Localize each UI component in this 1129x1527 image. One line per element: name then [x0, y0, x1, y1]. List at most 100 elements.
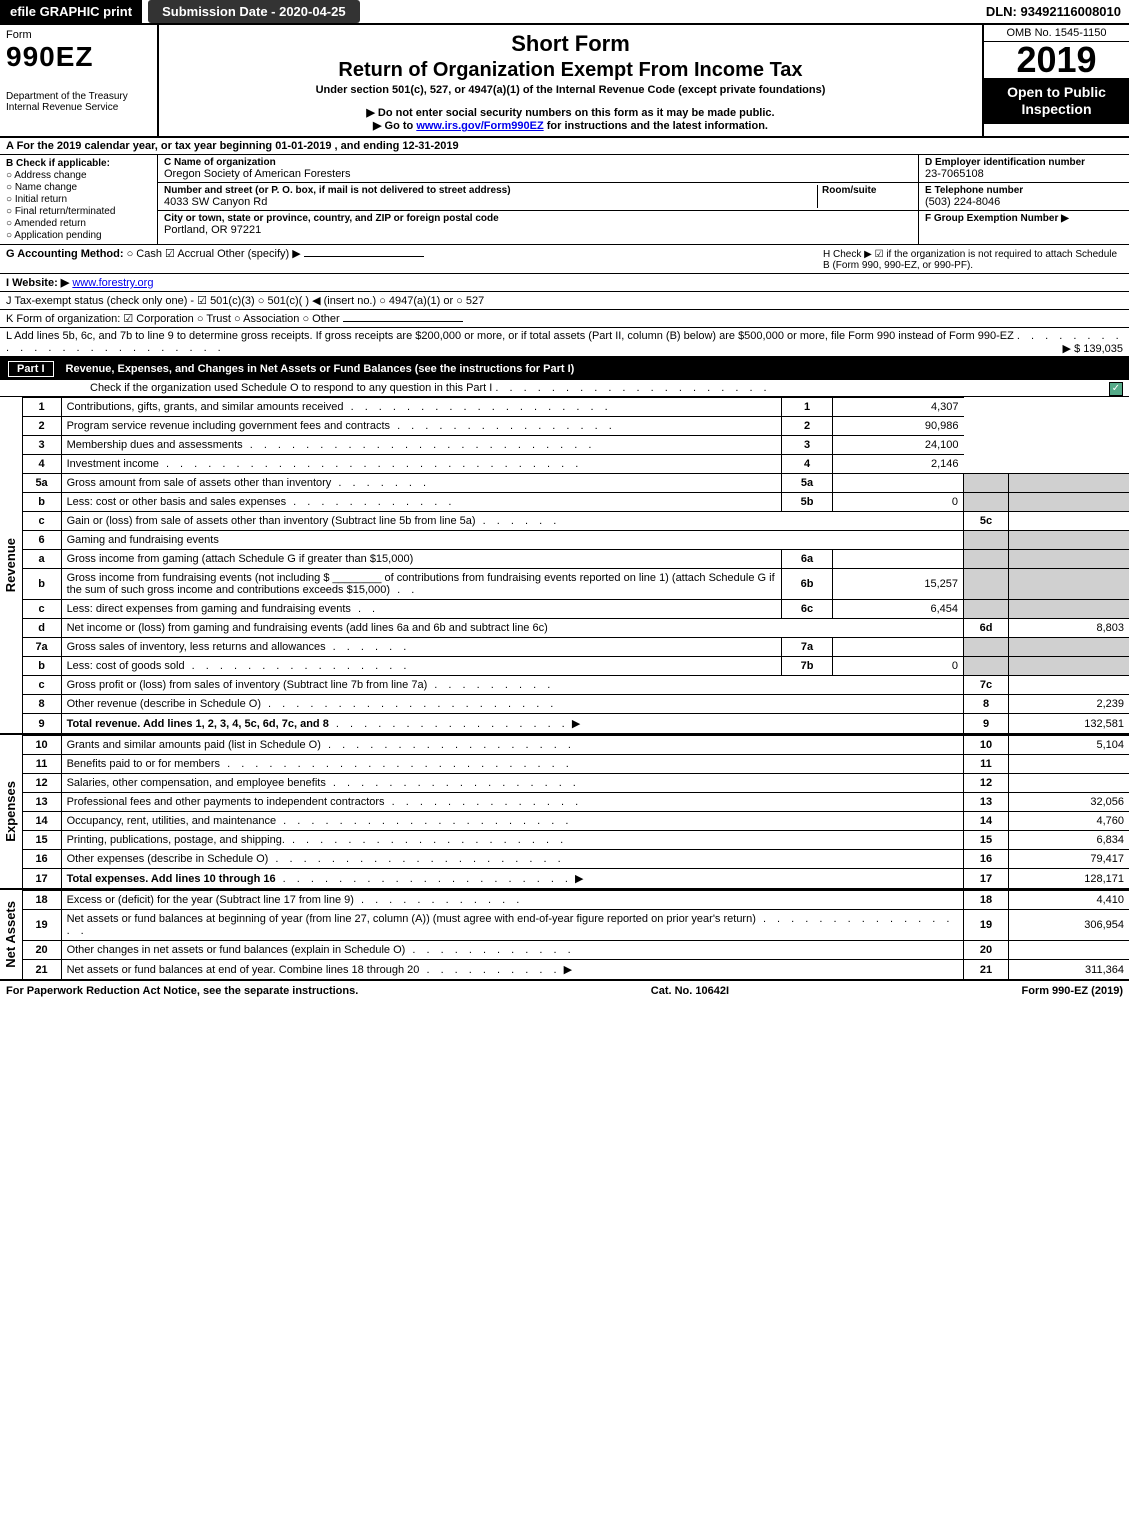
header-middle: Short Form Return of Organization Exempt… — [159, 25, 982, 136]
phone-label: E Telephone number — [925, 185, 1123, 196]
irs-label: Internal Revenue Service — [6, 102, 151, 113]
org-name-value: Oregon Society of American Foresters — [164, 168, 912, 180]
form-label: Form — [6, 29, 151, 41]
table-row: bLess: cost or other basis and sales exp… — [23, 493, 1129, 512]
room-label: Room/suite — [822, 185, 912, 196]
table-row: cGain or (loss) from sale of assets othe… — [23, 512, 1129, 531]
line-l-text: L Add lines 5b, 6c, and 7b to line 9 to … — [6, 330, 1014, 342]
table-row: bLess: cost of goods sold . . . . . . . … — [23, 657, 1129, 676]
table-row: 5aGross amount from sale of assets other… — [23, 474, 1129, 493]
table-row: 7aGross sales of inventory, less returns… — [23, 638, 1129, 657]
part1-title: Revenue, Expenses, and Changes in Net As… — [66, 363, 575, 375]
table-row: 10Grants and similar amounts paid (list … — [23, 736, 1129, 755]
table-row: 12Salaries, other compensation, and empl… — [23, 774, 1129, 793]
website-link[interactable]: www.forestry.org — [72, 277, 153, 289]
efile-print-label[interactable]: efile GRAPHIC print — [0, 0, 142, 23]
checkbox-name-change[interactable]: Name change — [6, 182, 151, 193]
form-number: 990EZ — [6, 41, 151, 73]
header-right: OMB No. 1545-1150 2019 Open to Public In… — [982, 25, 1129, 136]
website-label: I Website: ▶ — [6, 277, 69, 289]
submission-date-pill: Submission Date - 2020-04-25 — [148, 0, 360, 23]
table-row: 21Net assets or fund balances at end of … — [23, 960, 1129, 980]
street-label: Number and street (or P. O. box, if mail… — [164, 185, 817, 196]
row-k: K Form of organization: ☑ Corporation ○ … — [0, 310, 1129, 328]
table-row: 20Other changes in net assets or fund ba… — [23, 941, 1129, 960]
city-label: City or town, state or province, country… — [164, 213, 912, 224]
checkbox-amended-return[interactable]: Amended return — [6, 218, 151, 229]
line-g-opts: ○ Cash ☑ Accrual Other (specify) ▶ — [127, 248, 301, 260]
row-i: I Website: ▶ www.forestry.org — [0, 274, 1129, 292]
row-j: J Tax-exempt status (check only one) - ☑… — [0, 292, 1129, 310]
table-row: 9Total revenue. Add lines 1, 2, 3, 4, 5c… — [23, 714, 1129, 734]
expenses-table: 10Grants and similar amounts paid (list … — [23, 735, 1129, 888]
part1-check-text: Check if the organization used Schedule … — [90, 382, 492, 394]
group-exempt-label: F Group Exemption Number ▶ — [925, 213, 1123, 224]
netassets-section: Net Assets 18Excess or (deficit) for the… — [0, 890, 1129, 981]
block-bcd: B Check if applicable: Address change Na… — [0, 155, 1129, 245]
netassets-table: 18Excess or (deficit) for the year (Subt… — [23, 890, 1129, 979]
note-goto: ▶ Go to www.irs.gov/Form990EZ for instru… — [167, 119, 974, 132]
goto-pre: ▶ Go to — [373, 120, 416, 132]
accounting-other-input[interactable] — [304, 256, 424, 257]
checkbox-final-return[interactable]: Final return/terminated — [6, 206, 151, 217]
part1-checkbox[interactable]: ✓ — [1109, 382, 1123, 396]
table-row: 13Professional fees and other payments t… — [23, 793, 1129, 812]
footer-mid: Cat. No. 10642I — [651, 985, 729, 997]
table-row: 4Investment income . . . . . . . . . . .… — [23, 455, 1129, 474]
part1-header: Part I Revenue, Expenses, and Changes in… — [0, 358, 1129, 380]
table-row: 17Total expenses. Add lines 10 through 1… — [23, 869, 1129, 889]
table-row: dNet income or (loss) from gaming and fu… — [23, 619, 1129, 638]
line-a-taxyear: A For the 2019 calendar year, or tax yea… — [0, 138, 1129, 155]
footer-right: Form 990-EZ (2019) — [1022, 985, 1123, 997]
column-b: B Check if applicable: Address change Na… — [0, 155, 158, 244]
form-header: Form 990EZ Department of the Treasury In… — [0, 25, 1129, 138]
col-b-title: B Check if applicable: — [6, 158, 151, 169]
netassets-side-label: Net Assets — [0, 890, 23, 979]
goto-post: for instructions and the latest informat… — [547, 120, 768, 132]
note-ssn: ▶ Do not enter social security numbers o… — [167, 106, 974, 119]
top-bar: efile GRAPHIC print Submission Date - 20… — [0, 0, 1129, 25]
footer-left: For Paperwork Reduction Act Notice, see … — [6, 985, 358, 997]
table-row: aGross income from gaming (attach Schedu… — [23, 550, 1129, 569]
column-d: D Employer identification number 23-7065… — [918, 155, 1129, 244]
ein-label: D Employer identification number — [925, 157, 1123, 168]
irs-link[interactable]: www.irs.gov/Form990EZ — [416, 120, 543, 132]
header-left: Form 990EZ Department of the Treasury In… — [0, 25, 159, 136]
ein-value: 23-7065108 — [925, 168, 1123, 180]
title-return: Return of Organization Exempt From Incom… — [167, 59, 974, 82]
table-row: 19Net assets or fund balances at beginni… — [23, 910, 1129, 941]
table-row: 16Other expenses (describe in Schedule O… — [23, 850, 1129, 869]
city-value: Portland, OR 97221 — [164, 224, 912, 236]
table-row: 2Program service revenue including gover… — [23, 417, 1129, 436]
title-short-form: Short Form — [167, 31, 974, 57]
table-row: 11Benefits paid to or for members . . . … — [23, 755, 1129, 774]
table-row: cGross profit or (loss) from sales of in… — [23, 676, 1129, 695]
table-row: 18Excess or (deficit) for the year (Subt… — [23, 891, 1129, 910]
checkbox-application-pending[interactable]: Application pending — [6, 230, 151, 241]
revenue-side-label: Revenue — [0, 397, 23, 733]
expenses-section: Expenses 10Grants and similar amounts pa… — [0, 735, 1129, 890]
tax-year: 2019 — [984, 42, 1129, 78]
table-row: 3Membership dues and assessments . . . .… — [23, 436, 1129, 455]
checkbox-address-change[interactable]: Address change — [6, 170, 151, 181]
table-row: 1Contributions, gifts, grants, and simil… — [23, 398, 1129, 417]
line-l-amount: ▶ $ 139,035 — [1063, 342, 1123, 355]
expenses-side-label: Expenses — [0, 735, 23, 888]
subtitle: Under section 501(c), 527, or 4947(a)(1)… — [167, 84, 974, 96]
page-footer: For Paperwork Reduction Act Notice, see … — [0, 981, 1129, 1001]
checkbox-initial-return[interactable]: Initial return — [6, 194, 151, 205]
revenue-section: Revenue 1Contributions, gifts, grants, a… — [0, 397, 1129, 735]
table-row: cLess: direct expenses from gaming and f… — [23, 600, 1129, 619]
table-row: 6Gaming and fundraising events — [23, 531, 1129, 550]
department-label: Department of the Treasury — [6, 91, 151, 102]
part1-label: Part I — [8, 361, 54, 377]
street-value: 4033 SW Canyon Rd — [164, 196, 817, 208]
line-h: H Check ▶ ☑ if the organization is not r… — [823, 249, 1123, 271]
table-row: bGross income from fundraising events (n… — [23, 569, 1129, 600]
table-row: 8Other revenue (describe in Schedule O) … — [23, 695, 1129, 714]
org-other-input[interactable] — [343, 321, 463, 322]
revenue-table: 1Contributions, gifts, grants, and simil… — [23, 397, 1129, 733]
dln-label: DLN: 93492116008010 — [986, 4, 1129, 19]
open-public-badge: Open to Public Inspection — [984, 78, 1129, 124]
part1-check-note: Check if the organization used Schedule … — [0, 380, 1129, 397]
